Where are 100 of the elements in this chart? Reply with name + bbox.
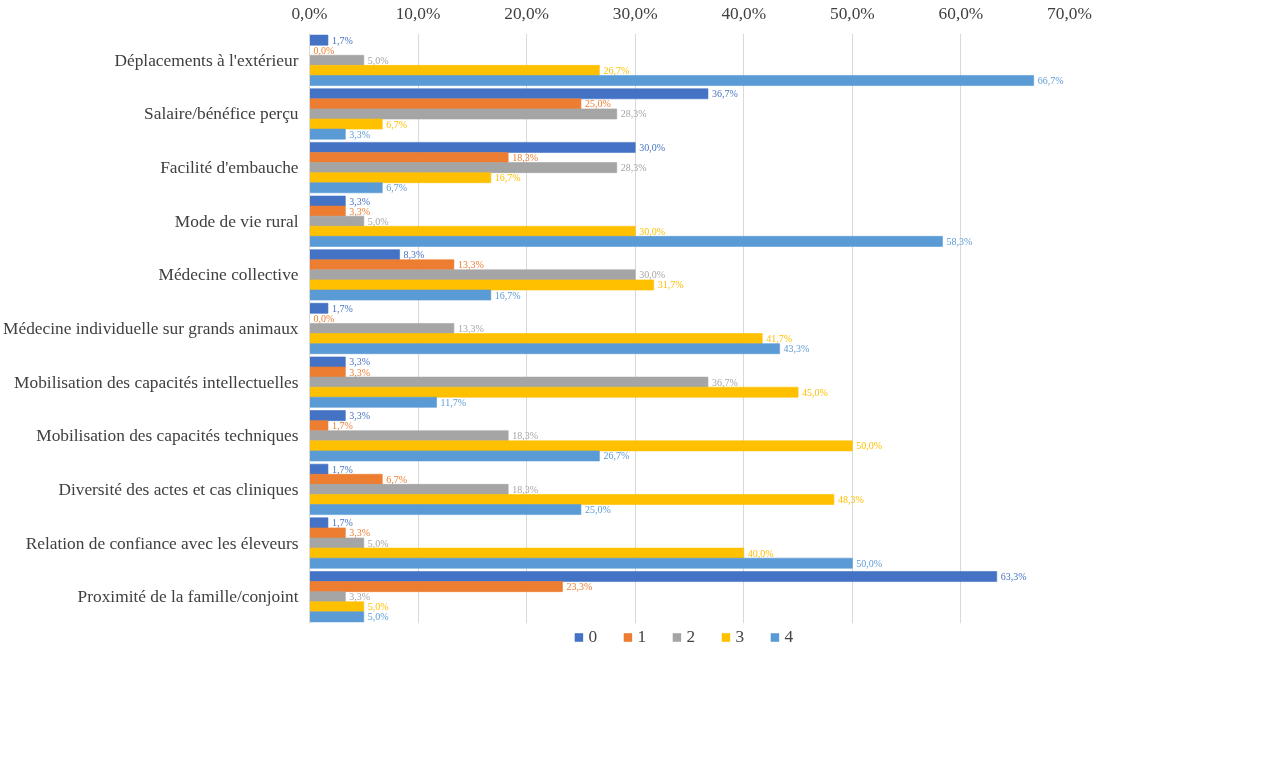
bar	[309, 591, 346, 603]
bar	[309, 504, 582, 515]
bar	[309, 537, 365, 549]
data-label: 1,7%	[331, 34, 353, 46]
data-label: 66,7%	[1037, 74, 1064, 86]
bar	[309, 420, 329, 432]
y-tick-label: Facilité d'embauche	[160, 158, 299, 178]
data-label: 5,0%	[367, 215, 389, 227]
bar	[309, 215, 365, 227]
bar	[309, 343, 780, 355]
data-label: 23,3%	[566, 581, 593, 593]
bar	[309, 376, 709, 388]
y-tick-label: Diversité des actes et cas cliniques	[58, 479, 299, 499]
bar	[309, 611, 365, 623]
bar	[309, 571, 998, 582]
bar	[309, 88, 709, 100]
bar	[309, 128, 346, 140]
y-tick-label: Relation de confiance avec les éleveurs	[25, 533, 299, 553]
data-label: 6,7%	[386, 182, 408, 194]
bar	[309, 601, 365, 613]
bar	[309, 527, 346, 539]
bar	[309, 333, 763, 344]
y-tick-label: Mobilisation des capacités intellectuelles	[14, 372, 299, 392]
data-label: 3,3%	[349, 591, 371, 603]
legend-label: 3	[735, 627, 746, 647]
data-label: 43,3%	[783, 343, 810, 355]
data-label: 18,3%	[512, 152, 539, 164]
data-label: 8,3%	[403, 249, 425, 261]
data-label: 41,7%	[766, 333, 793, 345]
data-label: 36,7%	[711, 88, 738, 100]
data-label: 3,3%	[349, 527, 371, 539]
x-tick-label: 60,0%	[938, 3, 984, 23]
data-label: 16,7%	[494, 289, 521, 301]
data-label: 36,7%	[711, 376, 738, 388]
x-tick-label: 30,0%	[612, 3, 658, 23]
y-tick-label: Déplacements à l'extérieur	[114, 50, 299, 70]
data-label: 3,3%	[349, 205, 371, 217]
bar	[309, 440, 853, 452]
bar	[309, 152, 509, 163]
data-label: 25,0%	[584, 504, 611, 516]
data-label: 1,7%	[331, 302, 353, 314]
data-label: 31,7%	[657, 279, 684, 291]
legend-label: 1	[637, 627, 648, 647]
bar	[309, 98, 582, 110]
data-label: 28,3%	[620, 108, 647, 120]
bar	[309, 323, 455, 334]
bar	[309, 289, 492, 301]
bar	[309, 225, 636, 237]
bar	[309, 182, 383, 194]
data-label: 28,3%	[620, 162, 647, 174]
bar	[309, 205, 346, 217]
data-label: 45,0%	[802, 386, 828, 398]
bar	[309, 172, 492, 184]
bar	[309, 269, 636, 281]
bar	[309, 484, 509, 495]
bar	[309, 279, 654, 291]
data-label: 30,0%	[639, 269, 666, 281]
data-label: 3,3%	[349, 366, 371, 378]
data-label: 3,3%	[349, 128, 371, 140]
data-label: 13,3%	[457, 323, 484, 334]
data-label: 26,7%	[603, 64, 630, 76]
bar	[309, 396, 437, 408]
bar	[309, 581, 563, 592]
legend-label: 4	[784, 627, 795, 647]
bar	[309, 386, 799, 398]
data-label: 18,3%	[512, 430, 539, 442]
bar	[309, 356, 346, 368]
bar	[309, 195, 346, 207]
x-tick-label: 50,0%	[829, 3, 875, 23]
data-label: 25,0%	[584, 98, 611, 110]
data-label: 3,3%	[349, 410, 371, 422]
x-tick-label: 0,0%	[291, 3, 328, 23]
x-tick-label: 70,0%	[1047, 3, 1092, 23]
data-label: 1,7%	[331, 463, 353, 475]
data-label: 26,7%	[603, 450, 630, 462]
y-tick-label: Proximité de la famille/conjoint	[77, 587, 299, 607]
bar	[309, 162, 618, 173]
data-label: 48,3%	[837, 493, 864, 505]
data-label: 30,0%	[639, 225, 666, 237]
bar	[309, 517, 329, 529]
data-label: 50,0%	[856, 440, 883, 452]
data-label: 18,3%	[512, 483, 539, 495]
data-label: 30,0%	[639, 141, 666, 153]
bar	[309, 366, 346, 378]
data-label: 6,7%	[386, 118, 408, 130]
x-tick-label: 10,0%	[395, 3, 441, 23]
y-tick-label: Médecine individuelle sur grands animaux	[3, 319, 299, 338]
bar	[309, 410, 346, 421]
data-label: 1,7%	[331, 517, 353, 529]
bar	[309, 75, 1034, 86]
data-label: 5,0%	[367, 537, 389, 549]
x-tick-label: 40,0%	[721, 3, 767, 23]
y-tick-label: Salaire/bénéfice perçu	[144, 104, 299, 124]
data-label: 16,7%	[494, 172, 521, 184]
bar	[309, 450, 600, 462]
bar	[309, 547, 745, 559]
bar	[309, 34, 329, 46]
bar	[309, 118, 383, 130]
data-label: 50,0%	[856, 557, 883, 569]
data-label: 5,0%	[367, 611, 389, 623]
